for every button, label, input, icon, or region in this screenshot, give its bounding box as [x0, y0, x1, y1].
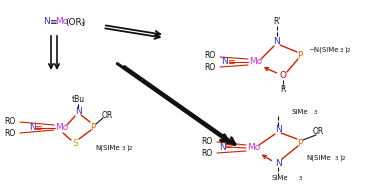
- Text: RO: RO: [204, 63, 216, 71]
- Text: N(SiMe: N(SiMe: [306, 155, 330, 161]
- Text: ≡: ≡: [227, 57, 235, 67]
- Text: O: O: [279, 71, 286, 81]
- Text: SiMe: SiMe: [272, 175, 288, 181]
- Text: P: P: [297, 51, 303, 60]
- Text: RO: RO: [201, 138, 213, 146]
- Text: R': R': [273, 18, 281, 26]
- Text: (OR): (OR): [65, 18, 85, 26]
- Text: N: N: [75, 108, 81, 116]
- Text: N: N: [219, 143, 225, 152]
- Text: 3: 3: [299, 176, 303, 180]
- Text: tBu: tBu: [72, 95, 85, 105]
- Text: ): ): [126, 145, 129, 151]
- Text: R: R: [280, 85, 286, 94]
- Text: 2: 2: [342, 156, 345, 160]
- Text: 3: 3: [335, 156, 339, 160]
- Text: OR: OR: [101, 112, 113, 121]
- Text: ≡: ≡: [224, 143, 232, 152]
- Text: OR: OR: [312, 128, 324, 136]
- Text: N: N: [274, 37, 280, 46]
- Text: N: N: [29, 123, 35, 132]
- Text: 2: 2: [347, 47, 351, 53]
- Text: 3: 3: [314, 109, 317, 115]
- Text: Mo: Mo: [55, 123, 69, 132]
- Text: N(SiMe: N(SiMe: [95, 145, 120, 151]
- Text: Mo: Mo: [55, 18, 69, 26]
- Text: ≡: ≡: [34, 123, 42, 132]
- Text: N: N: [275, 159, 281, 167]
- Text: ): ): [344, 47, 347, 53]
- Text: 2: 2: [129, 146, 132, 150]
- Text: N: N: [44, 18, 50, 26]
- Text: SiMe: SiMe: [292, 109, 308, 115]
- Text: RO: RO: [4, 129, 16, 138]
- Text: ≡: ≡: [49, 18, 57, 26]
- Text: P: P: [90, 122, 96, 132]
- Text: RO: RO: [201, 149, 213, 157]
- Text: ~N(SiMe: ~N(SiMe: [308, 47, 339, 53]
- Text: N: N: [275, 125, 281, 135]
- Text: P: P: [297, 139, 303, 147]
- Text: ): ): [339, 155, 342, 161]
- Text: S: S: [72, 139, 78, 147]
- Text: 3: 3: [81, 22, 85, 28]
- Text: 3: 3: [122, 146, 125, 150]
- Text: Mo: Mo: [247, 143, 261, 153]
- Text: RO: RO: [204, 51, 216, 60]
- Text: Mo: Mo: [250, 57, 263, 67]
- Text: N: N: [222, 57, 228, 67]
- Text: 3: 3: [340, 47, 344, 53]
- Text: RO: RO: [4, 118, 16, 126]
